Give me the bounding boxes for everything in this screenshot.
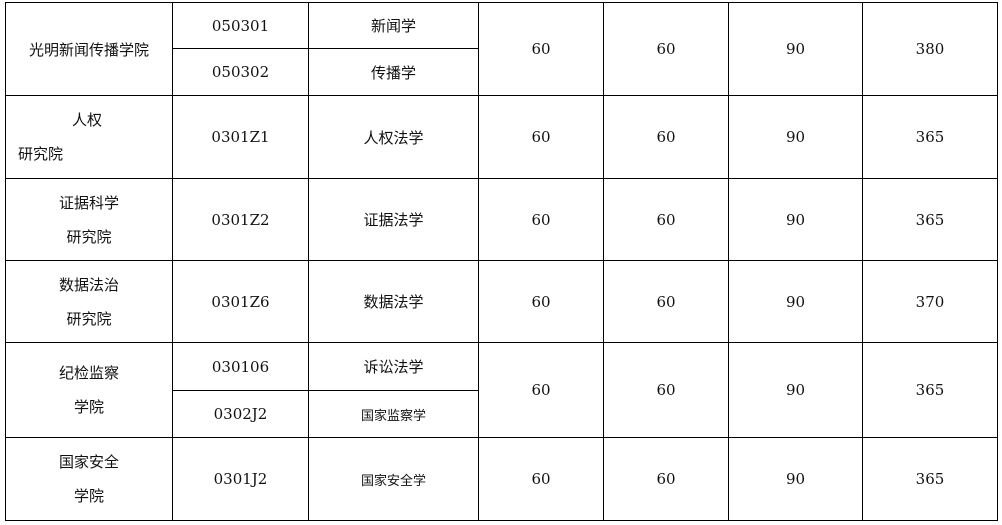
college-name: 光明新闻传播学院 [28,40,149,59]
major-cell: 国家安全学 [308,437,479,521]
score-cell: 60 [603,178,729,261]
table-row: 人权 研究院 0301Z1 人权法学 60 60 90 365 [5,95,998,179]
major-cell: 传播学 [308,48,479,96]
college-name: 纪检监察 [58,364,119,382]
major-cell: 新闻学 [308,2,479,49]
total-score-cell: 370 [862,260,998,343]
college-cell: 数据法治 研究院 [5,260,173,343]
college-name: 研究院 [18,145,64,163]
score-cell: 60 [478,2,604,96]
score-cell: 60 [478,260,604,343]
score-cell: 60 [603,260,729,343]
college-cell: 纪检监察 学院 [5,342,173,438]
major-cell: 人权法学 [308,95,479,179]
college-name: 研究院 [66,309,112,328]
score-cell: 90 [728,260,863,343]
score-cell: 60 [603,437,729,521]
score-cell: 90 [728,95,863,179]
college-name: 数据法治 [58,275,119,294]
major-cell: 证据法学 [308,178,479,261]
college-cell: 国家安全 学院 [5,437,173,521]
college-name: 研究院 [66,227,112,246]
code-cell: 0301Z1 [172,95,309,179]
table-row: 证据科学研究院 0301Z2 证据法学 60 60 90 365 [5,178,998,261]
score-cell: 90 [728,342,863,438]
score-cell: 60 [603,342,729,438]
score-cell: 90 [728,437,863,521]
code-cell: 0301Z2 [172,178,309,261]
score-cell: 60 [478,437,604,521]
total-score-cell: 365 [862,95,998,179]
college-cell: 人权 研究院 [5,95,173,179]
table-row: 050302 传播学 [6,48,998,96]
code-cell: 0301J2 [172,437,309,521]
college-name: 学院 [73,487,104,505]
code-cell: 0302J2 [172,390,309,438]
score-cell: 90 [728,2,863,96]
college-cell: 证据科学 研究院 [5,178,173,261]
table-row: 光明新闻传播学院 050301 新闻学 60 60 90 380 [5,2,998,96]
code-cell: 050301 [172,2,309,49]
total-score-cell: 365 [862,437,998,521]
total-score-cell: 380 [862,2,998,96]
score-cell: 90 [728,178,863,261]
table-row: 0302J2 国家监察学 [6,390,998,438]
score-cell: 60 [478,342,604,438]
score-cell: 60 [603,2,729,96]
score-cell: 60 [478,178,604,261]
college-name: 学院 [73,398,104,416]
college-name: 国家安全 [58,453,119,471]
college-cell: 光明新闻传播学院 [5,2,173,96]
score-cell: 60 [478,95,604,179]
major-cell: 数据法学 [308,260,479,343]
major-cell: 国家监察学 [308,390,479,438]
college-name: 人权 [72,111,103,129]
score-cell: 60 [603,95,729,179]
table-row: 纪检监察学院 030106 诉讼法学 60 60 90 365 [5,342,998,438]
total-score-cell: 365 [862,342,998,438]
table-row: 国家安全学院 0301J2 国家安全学 60 60 90 365 [5,437,998,521]
code-cell: 0301Z6 [172,260,309,343]
total-score-cell: 365 [862,178,998,261]
table-row: 数据法治研究院 0301Z6 数据法学 60 60 90 370 [5,260,998,343]
major-cell: 诉讼法学 [308,342,479,391]
code-cell: 030106 [172,342,309,391]
code-cell: 050302 [172,48,309,96]
college-name: 证据科学 [58,193,119,212]
score-table: 光明新闻传播学院 050301 新闻学 60 60 90 380 050302 … [5,2,998,521]
